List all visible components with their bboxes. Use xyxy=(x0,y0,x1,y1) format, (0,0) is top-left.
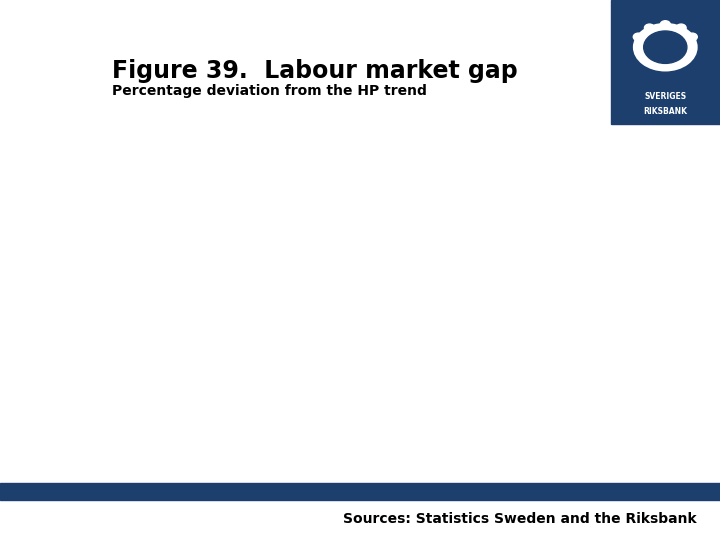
Circle shape xyxy=(688,51,695,56)
Circle shape xyxy=(660,21,670,28)
Text: Percentage deviation from the HP trend: Percentage deviation from the HP trend xyxy=(112,84,426,98)
Circle shape xyxy=(644,31,687,63)
Bar xyxy=(611,0,720,124)
Text: RIKSBANK: RIKSBANK xyxy=(643,107,688,116)
Circle shape xyxy=(676,24,686,32)
Text: Sources: Statistics Sweden and the Riksbank: Sources: Statistics Sweden and the Riksb… xyxy=(343,512,697,526)
Circle shape xyxy=(672,63,680,69)
Text: SVERIGES: SVERIGES xyxy=(644,92,686,102)
Bar xyxy=(0,483,720,500)
Circle shape xyxy=(651,63,658,69)
Circle shape xyxy=(636,51,643,56)
Circle shape xyxy=(644,24,654,32)
Circle shape xyxy=(633,23,698,71)
Circle shape xyxy=(687,33,697,40)
Text: Figure 39.  Labour market gap: Figure 39. Labour market gap xyxy=(112,59,518,83)
Circle shape xyxy=(634,33,644,40)
